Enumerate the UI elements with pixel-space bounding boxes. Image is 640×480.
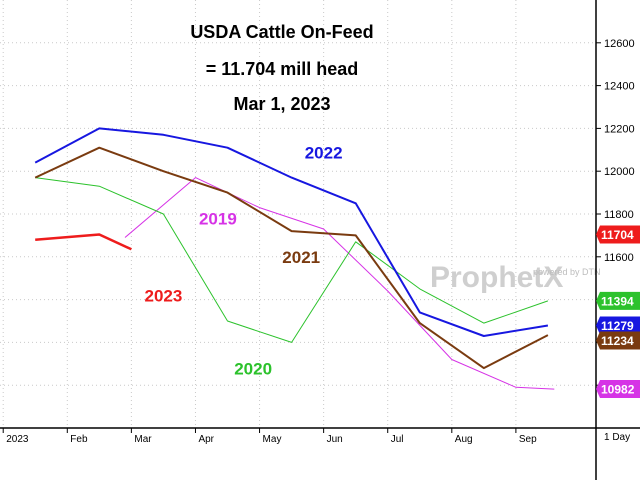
x-tick-label: May xyxy=(263,434,282,445)
x-tick-label: Mar xyxy=(134,434,152,445)
series-layer xyxy=(34,127,555,390)
flag-value: 11394 xyxy=(601,294,634,308)
last-value-flag-2021: 11234 xyxy=(596,331,640,350)
watermark: ProphetX powered by DTN xyxy=(430,261,601,294)
series-label-2021: 2021 xyxy=(282,248,320,267)
x-tick-label: Apr xyxy=(198,434,214,445)
series-labels: 2019 2020 2021 2022 2023 xyxy=(145,143,343,378)
series-label-2020: 2020 xyxy=(234,360,272,379)
watermark-sub: powered by DTN xyxy=(533,267,601,277)
series-line-2022 xyxy=(34,127,549,337)
y-tick-label: 12600 xyxy=(604,38,635,50)
flag-shape xyxy=(596,316,640,335)
series-line-2020 xyxy=(35,177,549,343)
x-tick-label: 2023 xyxy=(6,434,29,445)
period-label: 1 Day xyxy=(604,432,630,443)
title-line-1: USDA Cattle On-Feed xyxy=(190,22,373,42)
flag-value: 11279 xyxy=(601,319,634,333)
x-tick-label: Jul xyxy=(391,434,404,445)
x-tick-label: Sep xyxy=(519,434,537,445)
series-label-2022: 2022 xyxy=(305,143,343,162)
series-label-2019: 2019 xyxy=(199,210,237,229)
watermark-brand: ProphetX xyxy=(430,261,563,294)
flag-shape xyxy=(596,380,640,399)
title-line-3: Mar 1, 2023 xyxy=(233,94,330,114)
y-tick-label: 12000 xyxy=(604,166,635,178)
series-line-2019 xyxy=(124,177,555,390)
flag-value: 10982 xyxy=(601,383,635,397)
x-tick-label: Jun xyxy=(327,434,343,445)
y-tick-label: 12200 xyxy=(604,123,635,135)
x-ticks: 2023 Feb Mar Apr May Jun Jul Aug Sep xyxy=(2,428,537,445)
y-ticks: 11600 11800 12000 12200 12400 12600 xyxy=(596,38,635,386)
series-line-2023 xyxy=(35,233,132,251)
title-line-2: = 11.704 mill head xyxy=(206,59,359,79)
y-tick-label: 11800 xyxy=(604,209,634,221)
last-value-flag-2022: 11279 xyxy=(596,316,640,335)
grid-layer xyxy=(0,0,596,428)
last-value-flag-2019: 10982 xyxy=(596,380,640,399)
flag-shape xyxy=(596,225,640,244)
flag-shape xyxy=(596,291,640,310)
chart-title: USDA Cattle On-Feed = 11.704 mill head M… xyxy=(190,22,373,114)
series-line-2021 xyxy=(34,146,549,370)
x-tick-label: Feb xyxy=(70,434,88,445)
y-tick-label: 11600 xyxy=(604,252,634,264)
y-tick-label: 12400 xyxy=(604,81,635,93)
flag-shape xyxy=(596,331,640,350)
flag-value: 11704 xyxy=(601,228,634,242)
last-value-flag-2020: 11394 xyxy=(596,291,640,310)
x-tick-label: Aug xyxy=(455,434,473,445)
flag-value: 11234 xyxy=(601,334,634,348)
last-value-flag-2023: 11704 xyxy=(596,225,640,244)
series-label-2023: 2023 xyxy=(145,287,183,306)
